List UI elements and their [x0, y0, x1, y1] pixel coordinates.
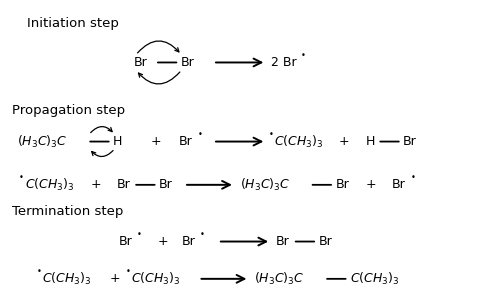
Text: +: +	[365, 178, 375, 191]
Text: Br: Br	[181, 235, 195, 248]
Text: +: +	[91, 178, 101, 191]
Text: •: •	[37, 267, 41, 276]
Text: Br: Br	[119, 235, 132, 248]
Text: Br: Br	[116, 178, 130, 191]
Text: +: +	[338, 135, 349, 148]
Text: $(H_3C)_3C$: $(H_3C)_3C$	[17, 133, 68, 150]
Text: +: +	[157, 235, 168, 248]
Text: +: +	[109, 272, 120, 285]
Text: Br: Br	[133, 56, 147, 69]
Text: $C(CH_3)_3$: $C(CH_3)_3$	[131, 271, 180, 287]
Text: $C(CH_3)_3$: $C(CH_3)_3$	[349, 271, 399, 287]
Text: $(H_3C)_3C$: $(H_3C)_3C$	[254, 271, 304, 287]
Text: •: •	[200, 230, 204, 239]
Text: H: H	[365, 135, 374, 148]
Text: 2 Br: 2 Br	[270, 56, 296, 69]
Text: Br: Br	[402, 135, 416, 148]
Text: Br: Br	[318, 235, 331, 248]
Text: •: •	[301, 50, 305, 60]
Text: H: H	[113, 135, 122, 148]
Text: Propagation step: Propagation step	[12, 104, 125, 117]
Text: •: •	[137, 230, 142, 239]
Text: +: +	[150, 135, 161, 148]
Text: Br: Br	[391, 178, 405, 191]
Text: $(H_3C)_3C$: $(H_3C)_3C$	[239, 177, 289, 193]
Text: $C(CH_3)_3$: $C(CH_3)_3$	[274, 133, 324, 150]
Text: Br: Br	[275, 235, 289, 248]
Text: Initiation step: Initiation step	[27, 17, 119, 30]
Text: Termination step: Termination step	[12, 205, 123, 218]
Text: •: •	[268, 130, 273, 139]
Text: •: •	[197, 130, 202, 139]
Text: Br: Br	[180, 56, 194, 69]
Text: •: •	[19, 173, 24, 182]
Text: Br: Br	[335, 178, 348, 191]
Text: •: •	[409, 173, 414, 182]
Text: •: •	[125, 267, 130, 276]
Text: Br: Br	[159, 178, 172, 191]
Text: $C(CH_3)_3$: $C(CH_3)_3$	[42, 271, 92, 287]
Text: Br: Br	[179, 135, 193, 148]
Text: $C(CH_3)_3$: $C(CH_3)_3$	[24, 177, 74, 193]
